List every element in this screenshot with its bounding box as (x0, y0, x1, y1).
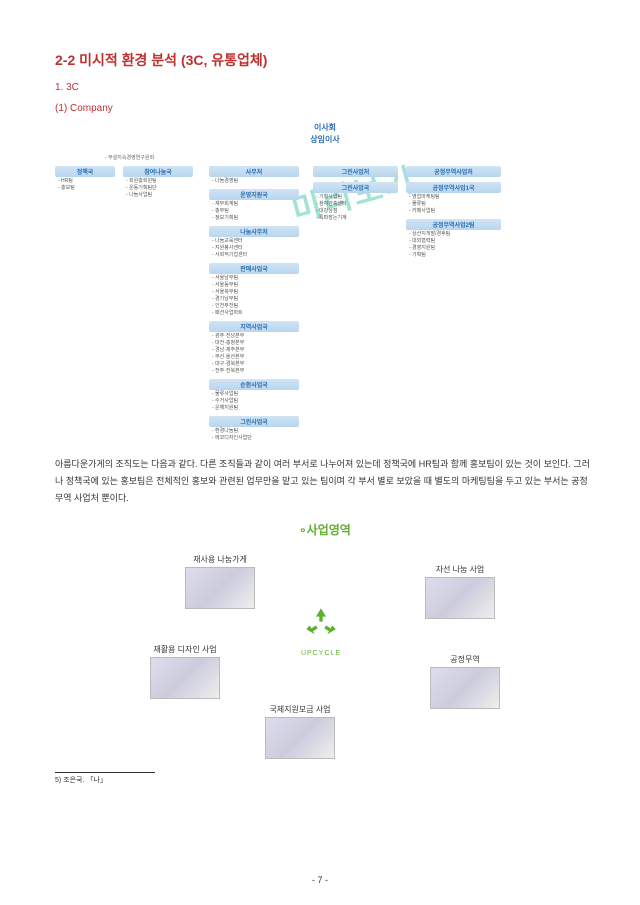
dept-item: - 정보기획팀 (209, 215, 299, 222)
dept-item: - 물류팀 (406, 201, 501, 208)
dept-item: - HR팀 (55, 178, 115, 185)
upcycle-label: UPCYCLE (300, 650, 342, 657)
dept-item: - 참여안축센터 (313, 201, 398, 208)
dept-header: 공정무역사업2팀 (406, 219, 501, 230)
dept-item: - 경남·제주본부 (209, 347, 299, 354)
document-page: 2-2 미시적 환경 분석 (3C, 유통업체) 1. 3C (1) Compa… (0, 0, 640, 905)
upcycle-icon: UPCYCLE (300, 604, 342, 657)
business-item-image (150, 657, 220, 699)
dept-header: 나눔사무처 (209, 226, 299, 237)
business-item-label: 재활용 디자인 사업 (150, 644, 220, 655)
dept-header: 판매사업국 (209, 263, 299, 274)
sub-heading-1: 1. 3C (55, 82, 595, 93)
dept-header: 그린사업국 (313, 182, 398, 193)
dept-item: - 대강상점 (313, 208, 398, 215)
dept-item: - 경영지원팀 (406, 245, 501, 252)
org-right-col-2: 공정무역사업처공정무역사업1국- 영업마케팅팀- 물류팀- 카페사업팀공정무역사… (406, 166, 501, 446)
dept-item: - 대전·충청본부 (209, 340, 299, 347)
org-top: 이사회 상임이사 (55, 122, 595, 146)
dept-item: - 재무회계팀 (209, 201, 299, 208)
dept-item: - 환경나눔팀 (209, 428, 299, 435)
dept-header: 그린사업처 (313, 166, 398, 177)
dept-item: - 운해지원팀 (209, 405, 299, 412)
business-item-image (265, 717, 335, 759)
dept-item: - 전주·전북본부 (209, 368, 299, 375)
dept-header: 운영지원국 (209, 189, 299, 200)
dept-item: - 대외협력팀 (406, 238, 501, 245)
business-item-label: 자선 나눔 사업 (425, 564, 495, 575)
dept-item: - 총무팀 (209, 208, 299, 215)
dept-item: - 운동기획팀단 (123, 185, 193, 192)
dept-item: - 광주·전남본부 (209, 333, 299, 340)
dept-header: 공정무역사업처 (406, 166, 501, 177)
footnote-rule (55, 772, 155, 773)
dept-item: - 물류사업팀 (209, 391, 299, 398)
business-item: 재활용 디자인 사업 (150, 644, 220, 699)
business-item: 재사용 나눔가게 (185, 554, 255, 609)
dept-item: - 기획사업팀 (313, 194, 398, 201)
org-chart: 이사회 상임이사 - 부설지속경영연구원회 정책국 - HR팀 - 홍보팀 참여… (55, 122, 595, 446)
dept-item: - 상산지개발/경후팀 (406, 231, 501, 238)
dept-item: - 대구·경북본부 (209, 361, 299, 368)
dept-item: - 경기남부팀 (209, 296, 299, 303)
business-item-label: 재사용 나눔가게 (185, 554, 255, 565)
dept-item: - 수거사업팀 (209, 398, 299, 405)
dept-item: - 패션사업마트 (209, 310, 299, 317)
org-top-2: 상임이사 (55, 134, 595, 146)
recycle-icon (300, 604, 342, 646)
dept-item: - 나눔사업팀 (123, 192, 193, 199)
dept-header: 정책국 (55, 166, 115, 177)
dept-header: 그린사업국 (209, 416, 299, 427)
page-number: - 7 - (0, 875, 640, 885)
dept-header: 공정무역사업1국 (406, 182, 501, 193)
dept-item: - 나눔경영팀 (209, 178, 299, 185)
dept-header: 지역사업국 (209, 321, 299, 332)
org-top-1: 이사회 (55, 122, 595, 134)
business-item: 국제지원모금 사업 (265, 704, 335, 759)
dept-item: - 홍보팀 (55, 185, 115, 192)
org-right-col-1: 그린사업처그린사업국- 기획사업팀- 참여안축센터- 대강상점- 특파장는기계 (313, 166, 398, 446)
business-item-label: 국제지원모금 사업 (265, 704, 335, 715)
dept-item: - 인천부천팀 (209, 303, 299, 310)
org-main-column: 사무처- 나눔경영팀운영지원국- 재무회계팀- 총무팀- 정보기획팀나눔사무처-… (209, 166, 299, 446)
business-item: 공정무역 (430, 654, 500, 709)
business-item-image (430, 667, 500, 709)
dept-header: 사무처 (209, 166, 299, 177)
dept-item: - 나눔교육센터 (209, 238, 299, 245)
business-item-image (185, 567, 255, 609)
dept-item: - 회원층회원팀 (123, 178, 193, 185)
section-title: 2-2 미시적 환경 분석 (3C, 유통업체) (55, 50, 595, 70)
dept-item: - 특파장는기계 (313, 215, 398, 222)
business-item-label: 공정무역 (430, 654, 500, 665)
business-area-title: ∘사업영역 (55, 521, 595, 538)
dept-item: - 서울동부팀 (209, 282, 299, 289)
dept-item: - 기획팀 (406, 252, 501, 259)
dept-item: - 지원봉사센터 (209, 245, 299, 252)
org-side-note: - 부설지속경영연구원회 (105, 154, 154, 161)
dept-item: - 사회적기업센터 (209, 252, 299, 259)
dept-item: - 서울남부팀 (209, 275, 299, 282)
business-area-diagram: UPCYCLE 재사용 나눔가게자선 나눔 사업재활용 디자인 사업공정무역국제… (55, 544, 595, 754)
dept-item: - 카페사업팀 (406, 208, 501, 215)
dept-header: 참여나눔국 (123, 166, 193, 177)
body-paragraph: 아름다운가게의 조직도는 다음과 같다. 다른 조직들과 같이 여러 부서로 나… (55, 456, 595, 507)
footnote-text: 5) 조은국. 「나」 (55, 775, 595, 785)
dept-item: - 부산·울산본부 (209, 354, 299, 361)
dept-item: - 서울북부팀 (209, 289, 299, 296)
dept-item: - 영업마케팅팀 (406, 194, 501, 201)
sub-heading-2: (1) Company (55, 103, 595, 114)
business-item-image (425, 577, 495, 619)
business-item: 자선 나눔 사업 (425, 564, 495, 619)
dept-item: - 에코디자인사업단 (209, 435, 299, 442)
dept-header: 순환사업국 (209, 379, 299, 390)
